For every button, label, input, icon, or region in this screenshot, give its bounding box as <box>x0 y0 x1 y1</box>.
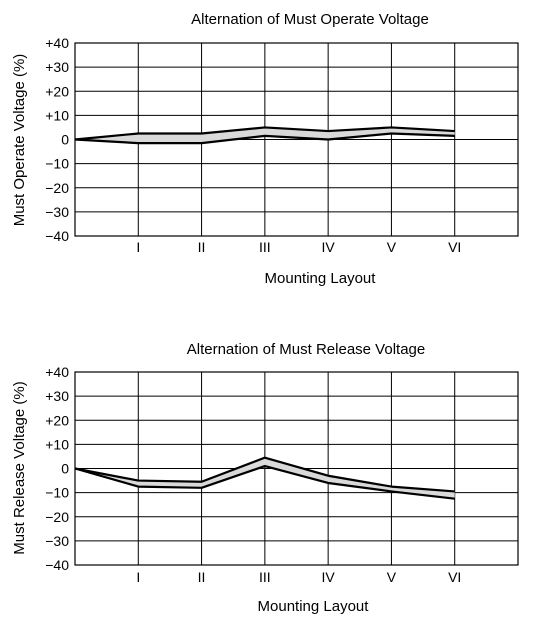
y-tick-label: 0 <box>61 132 69 148</box>
y-tick-label: +40 <box>45 364 69 380</box>
x-tick-label: IV <box>322 239 336 255</box>
x-tick-label: I <box>136 569 140 585</box>
x-tick-label: III <box>259 239 271 255</box>
x-tick-label: VI <box>448 239 461 255</box>
y-tick-label: +30 <box>45 59 69 75</box>
upper-limit-line <box>74 126 455 141</box>
x-tick-label: V <box>387 239 397 255</box>
lower-limit-line <box>74 464 455 500</box>
y-tick-label: 0 <box>61 461 69 477</box>
y-tick-label: −10 <box>45 156 69 172</box>
y-tick-label: +30 <box>45 388 69 404</box>
y-tick-label: −40 <box>45 557 69 573</box>
x-tick-label: VI <box>448 569 461 585</box>
y-tick-label: +20 <box>45 83 69 99</box>
x-tick-label: III <box>259 569 271 585</box>
upper-limit-line <box>74 456 455 493</box>
chart-title: Alternation of Must Release Voltage <box>187 341 425 358</box>
x-tick-label: IV <box>322 569 336 585</box>
lower-limit-line <box>74 132 455 145</box>
y-tick-label: −10 <box>45 485 69 501</box>
y-tick-label: −30 <box>45 533 69 549</box>
release-voltage-chart: Alternation of Must Release Voltage Moun… <box>11 341 519 615</box>
x-tick-label: II <box>198 239 206 255</box>
y-tick-label: −20 <box>45 509 69 525</box>
y-tick-label: +10 <box>45 436 69 452</box>
x-tick-label: V <box>387 569 397 585</box>
y-tick-label: −20 <box>45 180 69 196</box>
operate-voltage-chart: Alternation of Must Operate Voltage Moun… <box>11 11 519 287</box>
chart-title: Alternation of Must Operate Voltage <box>191 11 429 28</box>
x-tick-label: II <box>198 569 206 585</box>
y-tick-label: +10 <box>45 107 69 123</box>
x-axis-label: Mounting Layout <box>265 270 377 287</box>
y-axis-label: Must Release Voltage (%) <box>11 381 28 554</box>
y-tick-label: −40 <box>45 228 69 244</box>
y-axis-label: Must Operate Voltage (%) <box>11 54 28 227</box>
x-tick-label: I <box>136 239 140 255</box>
y-tick-label: +40 <box>45 35 69 51</box>
y-tick-label: −30 <box>45 204 69 220</box>
x-axis-label: Mounting Layout <box>258 598 370 615</box>
y-tick-label: +20 <box>45 412 69 428</box>
